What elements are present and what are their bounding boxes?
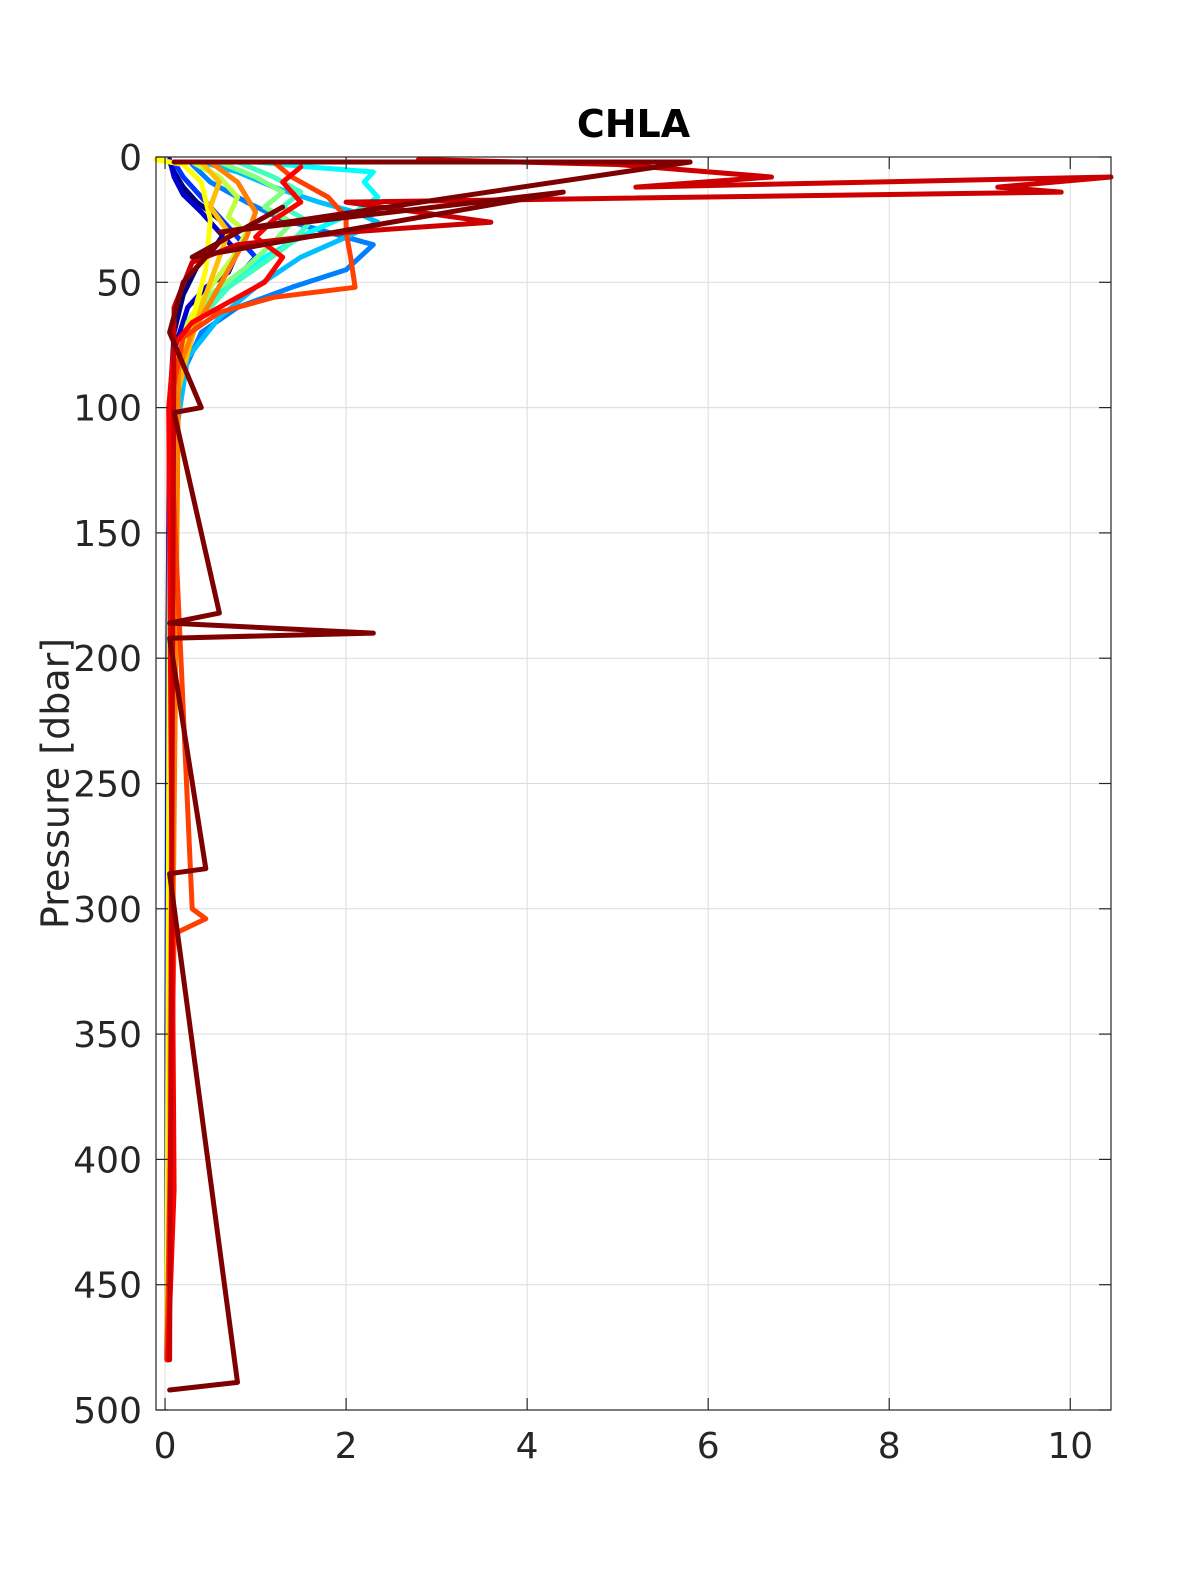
profile-line (167, 157, 1114, 1363)
y-tick-label: 100 (73, 389, 142, 430)
x-tick-label: 10 (1047, 1426, 1093, 1467)
y-tick-label: 0 (119, 138, 142, 179)
y-tick-label: 400 (73, 1140, 142, 1181)
profile-line (166, 159, 259, 1363)
y-tick-label: 450 (73, 1266, 142, 1307)
y-tick-label: 150 (73, 514, 142, 555)
y-tick-label: 50 (96, 263, 142, 304)
data-series (153, 157, 1114, 1393)
chart-title: CHLA (577, 102, 691, 146)
x-tick-label: 2 (335, 1426, 358, 1467)
y-tick-label: 200 (73, 639, 142, 680)
y-tick-label: 350 (73, 1015, 142, 1056)
y-tick-label: 500 (73, 1391, 142, 1432)
profile-line (167, 159, 693, 1393)
grid-lines (156, 156, 1111, 1411)
x-tick-label: 4 (516, 1426, 539, 1467)
x-tick-label: 0 (154, 1426, 177, 1467)
x-tick-label: 6 (697, 1426, 720, 1467)
y-tick-label: 250 (73, 765, 142, 806)
profile-line (164, 159, 358, 1363)
y-tick-label: 300 (73, 890, 142, 931)
x-tick-label: 8 (878, 1426, 901, 1467)
y-axis-label: Pressure [dbar] (33, 638, 77, 929)
profile-line (165, 164, 304, 1363)
